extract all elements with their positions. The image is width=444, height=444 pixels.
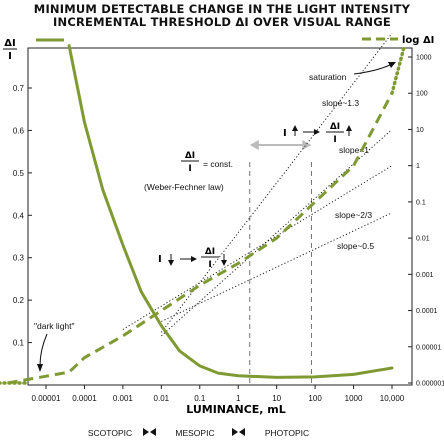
slope-line-3 (161, 212, 393, 322)
x-tick-label-1: 0.0001 (72, 394, 97, 403)
y-right-tick-label-7: 0.0001 (416, 308, 438, 315)
low-i-arrowhead (168, 260, 174, 266)
y-right-tick-label-5: 0.01 (416, 236, 430, 243)
y-left-tick-label-5: 0.6 (13, 126, 25, 135)
y-right-tick-label-6: 0.001 (416, 272, 434, 279)
y-right-tick-label-0: 1000 (416, 55, 432, 62)
high-i-label: I (283, 128, 287, 139)
weber-arrowhead-left (249, 140, 259, 150)
y-left-tick-label-2: 0.3 (13, 254, 25, 263)
low-frac-num: ΔI (205, 247, 215, 257)
const-frac-den: I (188, 164, 191, 174)
slope-line-1 (160, 129, 393, 337)
x-axis-label: LUMINANCE, mL (186, 403, 286, 416)
high-frac-den: I (333, 135, 336, 145)
slope-label-3: slope~0.5 (337, 241, 374, 251)
dark-light-arrowhead (37, 364, 43, 372)
x-tick-label-2: 0.001 (113, 394, 134, 403)
slope-label-2: slope~2/3 (335, 210, 372, 220)
high-frac-num: ΔI (330, 122, 340, 132)
plot-frame (27, 47, 413, 386)
series-line-3 (390, 46, 406, 95)
x-tick-label-3: 0.01 (154, 394, 170, 403)
low-frac-arrowhead (221, 260, 227, 266)
x-tick-label-7: 100 (308, 394, 322, 403)
weber-label: (Weber-Fechner law) (144, 182, 224, 192)
high-frac-arrowhead (346, 125, 352, 131)
y-right-tick-label-9: 0.000001 (416, 381, 444, 388)
const-frac-num: ΔI (185, 151, 195, 161)
y-left-tick-label-6: 0.7 (13, 84, 25, 93)
chart-title-line2: INCREMENTAL THRESHOLD ΔI OVER VISUAL RAN… (53, 15, 391, 29)
low-frac-den: I (208, 260, 211, 270)
x-tick-label-5: 1 (236, 394, 241, 403)
slope-line-2 (122, 165, 393, 330)
y-left-tick-label-4: 0.5 (13, 169, 25, 178)
range-marker-1a (143, 428, 149, 436)
x-tick-label-6: 10 (272, 394, 281, 403)
slope-label-0: slope~1.3 (322, 98, 359, 108)
range-photopic-label: PHOTOPIC (265, 428, 309, 438)
range-mesopic-label: MESOPIC (175, 428, 214, 438)
y-left-tick-label-0: 0.1 (13, 339, 25, 348)
y-left-tick-label-1: 0.2 (13, 296, 25, 305)
series-line-0 (67, 44, 394, 379)
high-i-arrowhead (292, 125, 298, 131)
range-marker-1b (150, 428, 156, 436)
chart-title-line1: MINIMUM DETECTABLE CHANGE IN THE LIGHT I… (33, 2, 411, 16)
high-i-implies-head (314, 129, 320, 135)
weber-arrowhead-right (302, 140, 312, 150)
dark-light-arrow (39, 333, 48, 367)
range-marker-2a (232, 428, 238, 436)
saturation-arrowhead (388, 62, 396, 68)
dark-light-label: "dark light" (34, 321, 75, 331)
y-axis-label-den: I (8, 51, 12, 62)
x-tick-label-8: 1000 (345, 394, 363, 403)
y-axis-label-num: ΔI (4, 38, 15, 49)
y-left-tick-label-3: 0.4 (13, 211, 25, 220)
y-right-tick-label-4: 0.1 (416, 199, 426, 206)
low-i-implies-head (191, 256, 197, 262)
y-right-tick-label-3: 1 (416, 163, 420, 170)
y-right-tick-label-2: 10 (416, 127, 424, 134)
legend-right-label: log ΔI (402, 35, 434, 46)
x-tick-label-0: 0.00001 (32, 394, 61, 403)
low-i-label: I (158, 254, 162, 265)
saturation-arrow (353, 63, 393, 75)
y-right-tick-label-1: 100 (416, 91, 428, 98)
const-eq-label: = const. (203, 159, 233, 169)
x-tick-label-4: 0.1 (194, 394, 206, 403)
saturation-label: saturation (309, 72, 347, 82)
x-tick-label-9: 10,000 (380, 394, 405, 403)
range-scotopic-label: SCOTOPIC (88, 428, 132, 438)
range-marker-2b (239, 428, 245, 436)
slope-label-1: slope=1 (339, 145, 369, 155)
y-right-tick-label-8: 0.00001 (416, 344, 441, 351)
